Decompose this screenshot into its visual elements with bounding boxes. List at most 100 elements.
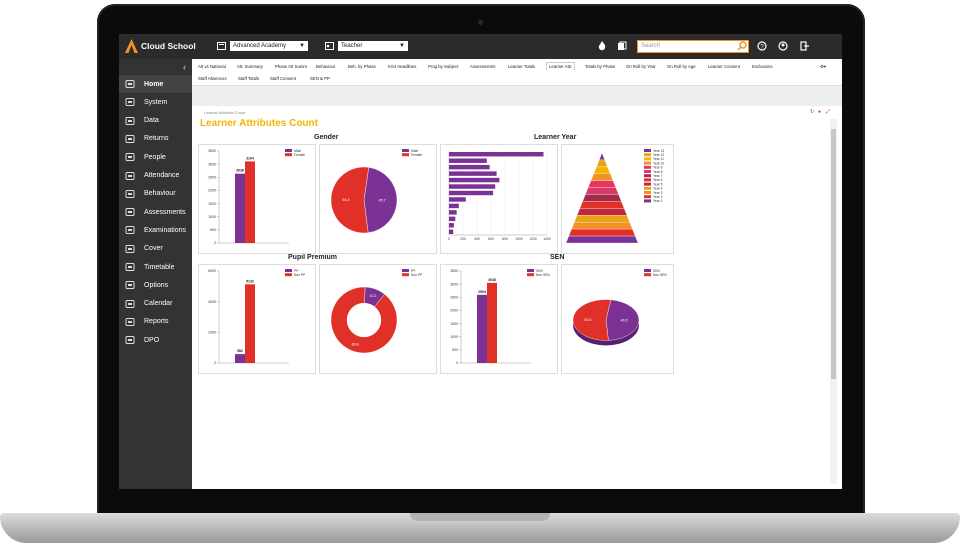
- legend-label: Year 1: [653, 199, 663, 203]
- tab-staff-totals[interactable]: Staff Totals: [238, 76, 260, 81]
- sidebar-item-examinations[interactable]: Examinations: [119, 221, 192, 239]
- legend-label: Year 9: [653, 166, 663, 170]
- people-icon: [125, 152, 135, 162]
- tab-staff-absences[interactable]: Staff Absences: [198, 76, 227, 81]
- legend-label: Year 11: [653, 157, 664, 161]
- legend-label: Male: [294, 149, 301, 153]
- expand-icon[interactable]: ⤢: [826, 109, 831, 115]
- sidebar-item-home[interactable]: Home: [119, 75, 192, 93]
- documents-icon[interactable]: [617, 41, 627, 51]
- pyramid-layer-year-5: [576, 208, 628, 216]
- sidebar-item-dpo[interactable]: DPO: [119, 331, 192, 349]
- legend-swatch: [644, 153, 651, 157]
- cloud-school-logo-icon: [125, 39, 138, 53]
- sen-section-title: SEN: [550, 254, 565, 261]
- donut-hole: [346, 302, 382, 338]
- pyramid-layer-year-7: [582, 194, 622, 202]
- pyramid-layer-year-11: [593, 166, 611, 174]
- page-title: Learner Attributes Count: [200, 118, 318, 129]
- role-select[interactable]: Teacher ▼: [338, 41, 408, 51]
- legend-label: PP: [411, 269, 416, 273]
- legend-label: SEN: [653, 269, 660, 273]
- school-select-value: Advanced Academy: [233, 43, 287, 49]
- help-icon[interactable]: ?: [757, 41, 767, 51]
- bar-year-13: [449, 152, 544, 157]
- bar-year-12: [449, 158, 487, 163]
- tab-on-roll-by-year[interactable]: On Roll by Year: [626, 64, 656, 69]
- tab-prog-by-subject[interactable]: Prog by Subject: [428, 64, 459, 69]
- sidebar-item-reports[interactable]: Reports: [119, 313, 192, 331]
- sen-bar-chart: 3500 3000 2500 2000 1500 1000 500 0 2594 3048 SENN…: [450, 269, 550, 365]
- bar-non-sen: [487, 282, 497, 363]
- gender-bar-panel: 3500 3000 2500 2000 1500 1000 500 0 2638 3104 Male…: [198, 144, 316, 254]
- top-bar: Cloud School Advanced Academy ▼ Teacher ▼ …: [119, 34, 842, 59]
- sidebar-item-people[interactable]: People: [119, 148, 192, 166]
- flame-icon[interactable]: [597, 41, 607, 51]
- sidebar-item-behaviour[interactable]: Behaviour: [119, 185, 192, 203]
- bar-year-7: [449, 190, 494, 196]
- bar-year-2: [449, 223, 454, 228]
- x-tick-label: 1400: [543, 237, 551, 241]
- tab-assessments[interactable]: Assessments: [470, 64, 496, 69]
- tab-att-vs-national[interactable]: Att vs National: [198, 64, 226, 69]
- y-tick-label: 2000: [208, 331, 216, 335]
- pyramid-layer-year-4: [574, 215, 630, 223]
- logout-icon[interactable]: [800, 41, 810, 51]
- y-tick-label: 500: [452, 348, 458, 352]
- tab-learner-consent[interactable]: Learner Consent: [708, 64, 741, 69]
- close-icon[interactable]: ●: [818, 109, 822, 115]
- search-icon[interactable]: [737, 41, 747, 51]
- x-tick-label: 600: [488, 237, 494, 241]
- tab-staff-consent[interactable]: Staff Consent: [270, 76, 296, 81]
- sidebar-item-timetable[interactable]: Timetable: [119, 258, 192, 276]
- refresh-icon[interactable]: ↻: [810, 109, 815, 115]
- returns-icon: [125, 134, 135, 144]
- user-icon[interactable]: [778, 41, 788, 51]
- tab-att-summary[interactable]: Att. Summary: [237, 64, 264, 69]
- search-input[interactable]: Search: [637, 40, 749, 53]
- legend-swatch: [644, 170, 651, 173]
- tab-sen-pp[interactable]: SEN & PP: [310, 76, 330, 81]
- gender-bar-chart: 3500 3000 2500 2000 1500 1000 500 0 2638 3104 Male…: [208, 149, 305, 245]
- tab-learner-attr-[interactable]: Learner Attr.: [546, 62, 576, 70]
- settings-gear-icon[interactable]: ⚙▾: [820, 64, 827, 69]
- scrollbar-thumb[interactable]: [831, 129, 836, 379]
- x-tick-label: 800: [502, 237, 508, 241]
- bar-year-11: [449, 164, 490, 170]
- tab-behaviour[interactable]: Behaviour: [316, 64, 336, 69]
- tab-exclusions[interactable]: Exclusions: [752, 64, 773, 69]
- pupil-premium-section-title: Pupil Premium: [288, 254, 338, 261]
- sidebar-item-label: Cover: [144, 245, 163, 253]
- sidebar-item-assessments[interactable]: Assessments: [119, 203, 192, 221]
- legend-swatch: [644, 199, 651, 203]
- learner-year-section-title: Learner Year: [534, 134, 577, 141]
- chevron-left-icon[interactable]: ‹: [183, 62, 186, 72]
- sidebar-item-attendance[interactable]: Attendance: [119, 167, 192, 185]
- tab-beh-by-phase[interactable]: Beh. by Phase: [348, 64, 376, 69]
- sidebar-item-options[interactable]: Options: [119, 276, 192, 294]
- calendar-icon: [125, 299, 135, 309]
- sidebar-item-cover[interactable]: Cover: [119, 240, 192, 258]
- legend-swatch: [285, 273, 292, 277]
- home-icon: [125, 79, 135, 89]
- sidebar-item-label: Reports: [144, 318, 169, 326]
- learner-year-bar-panel: 0 200 400 600 800 1000 1200 1400: [440, 144, 558, 254]
- role-icon: [325, 42, 334, 50]
- sidebar-item-data[interactable]: Data: [119, 112, 192, 130]
- sidebar-item-label: System: [144, 98, 168, 106]
- school-select[interactable]: Advanced Academy ▼: [230, 41, 308, 51]
- tab-ks4-headlines[interactable]: KS4 Headlines: [388, 64, 417, 69]
- pyramid-layer-year-12: [596, 159, 608, 167]
- sidebar-item-calendar[interactable]: Calendar: [119, 295, 192, 313]
- content-scrollbar[interactable]: [830, 119, 837, 484]
- bar-value-label: 2594: [478, 290, 486, 294]
- tab-on-roll-by-age[interactable]: On Roll by Age: [667, 64, 696, 69]
- sidebar-item-returns[interactable]: Returns: [119, 130, 192, 148]
- tab-phase-att-summ[interactable]: Phase Att Summ: [275, 64, 308, 69]
- tab-learner-totals[interactable]: Learner Totals: [508, 64, 536, 69]
- dpo-icon: [125, 335, 135, 345]
- sidebar-item-system[interactable]: System: [119, 93, 192, 111]
- timetable-icon: [125, 262, 135, 272]
- tab-totals-by-phase[interactable]: Totals by Phase: [585, 64, 616, 69]
